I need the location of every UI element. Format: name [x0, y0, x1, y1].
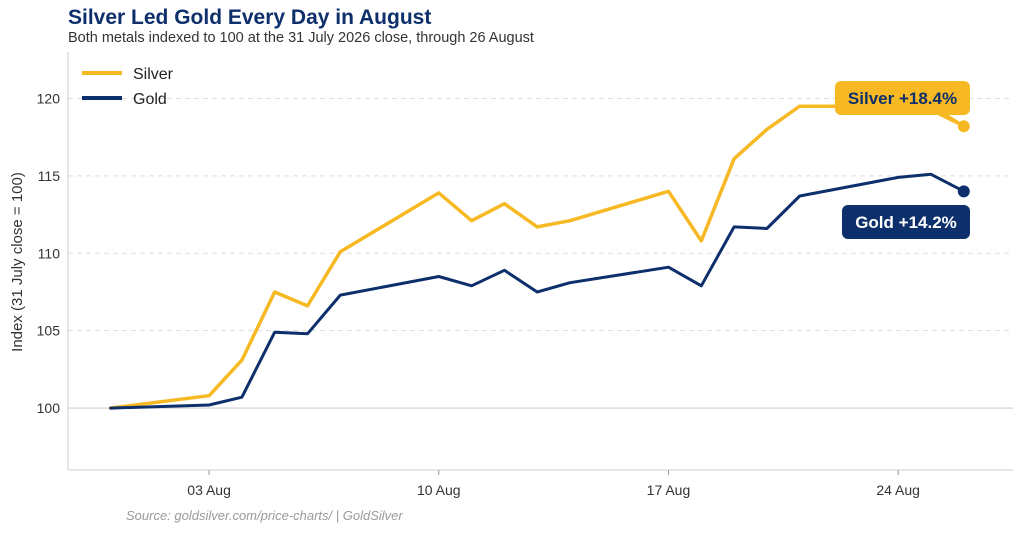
legend-label: Gold [133, 91, 167, 108]
callout-silver: Silver +18.4% [835, 81, 970, 128]
callout-label: Gold +14.2% [855, 213, 957, 232]
x-tick-label: 17 Aug [647, 482, 691, 498]
callout-label: Silver +18.4% [848, 89, 957, 108]
callout-gold: Gold +14.2% [842, 205, 970, 239]
gridlines [68, 97, 1013, 409]
y-tick-label: 100 [37, 400, 61, 416]
axes: 100 105 110 115 120 03 Aug 10 Aug 17 Aug 24 Aug [37, 52, 1013, 498]
callout-box [842, 205, 970, 239]
legend-item-silver: Silver [82, 66, 174, 83]
legend-item-gold: Gold [82, 91, 167, 108]
chart-subtitle: Both metals indexed to 100 at the 31 Jul… [68, 30, 534, 46]
callout-box [835, 81, 970, 115]
x-tick-label: 10 Aug [417, 482, 461, 498]
series-lines [108, 104, 970, 410]
x-tick-label: 24 Aug [876, 482, 920, 498]
x-tick-label: 03 Aug [187, 482, 231, 498]
chart-title: Silver Led Gold Every Day in August [68, 6, 432, 29]
series-line-gold [109, 172, 966, 410]
legend-label: Silver [133, 66, 174, 83]
y-tick-label: 115 [38, 168, 61, 184]
y-tick-label: 105 [37, 323, 61, 339]
y-tick-label: 120 [37, 90, 61, 106]
y-tick-label: 110 [38, 245, 61, 261]
y-axis-label: Index (31 July close = 100) [9, 172, 26, 352]
series-line-silver [108, 104, 966, 410]
legend: Silver Gold [82, 66, 174, 108]
callouts: Silver +18.4% Gold +14.2% [835, 81, 970, 239]
end-point-gold [957, 185, 970, 198]
source-note: Source: goldsilver.com/price-charts/ | G… [126, 508, 403, 523]
